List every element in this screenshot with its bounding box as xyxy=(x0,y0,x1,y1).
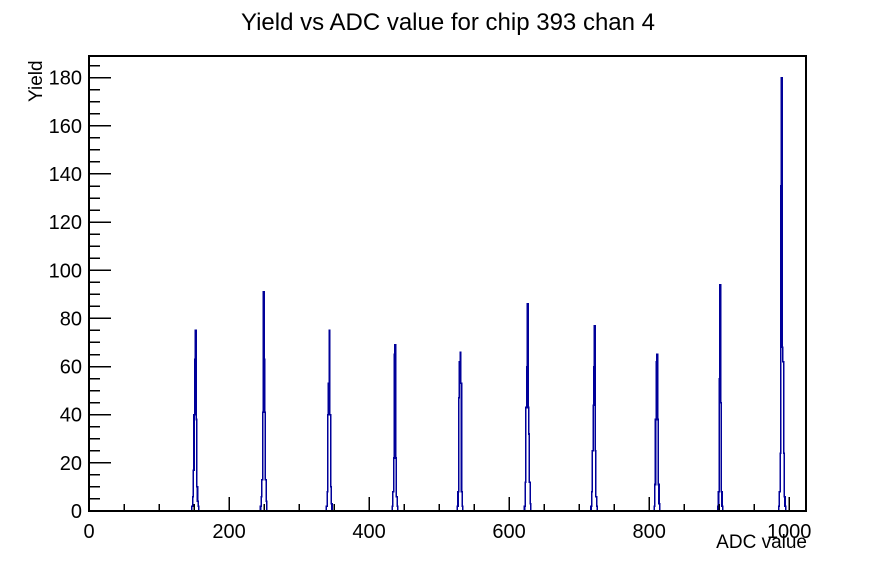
y-tick-label: 100 xyxy=(49,260,82,282)
y-tick-labels: 0 20 40 60 80 100 120 140 160 180 xyxy=(49,68,82,523)
histogram-line xyxy=(89,76,806,512)
y-tick-label: 0 xyxy=(71,501,82,523)
x-axis-title: ADC value xyxy=(716,532,807,553)
x-tick-label: 0 xyxy=(83,521,94,543)
plot-frame xyxy=(88,55,807,512)
axis-ticks xyxy=(88,64,790,512)
x-tick-label: 800 xyxy=(632,521,665,543)
y-axis-title: Yield xyxy=(26,60,47,102)
y-tick-label: 40 xyxy=(60,405,82,427)
x-tick-label: 600 xyxy=(492,521,525,543)
x-tick-label: 200 xyxy=(212,521,245,543)
y-tick-label: 120 xyxy=(49,212,82,234)
plot-title: Yield vs ADC value for chip 393 chan 4 xyxy=(241,9,655,36)
y-tick-label: 140 xyxy=(49,164,82,186)
y-tick-label: 20 xyxy=(60,453,82,475)
y-tick-label: 160 xyxy=(49,116,82,138)
x-tick-label: 1000 xyxy=(767,521,812,543)
y-tick-label: 180 xyxy=(49,68,82,90)
x-tick-labels: 0 200 400 600 800 1000 xyxy=(83,521,811,543)
y-tick-label: 60 xyxy=(60,357,82,379)
x-tick-label: 400 xyxy=(352,521,385,543)
y-tick-label: 80 xyxy=(60,308,82,330)
